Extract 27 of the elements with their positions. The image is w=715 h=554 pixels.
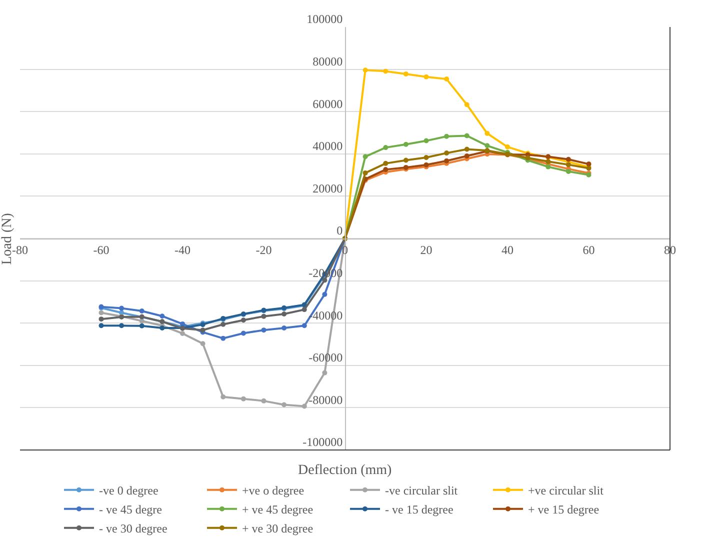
legend-label: - ve 15 degree	[385, 502, 454, 517]
x-tick-label: -20	[256, 242, 272, 257]
legend-label: -ve 0 degree	[99, 484, 158, 498]
y-tick-label: 60000	[312, 96, 343, 111]
legend-label: +ve circular slit	[528, 484, 604, 498]
legend-label: + ve 45 degree	[242, 502, 314, 517]
x-tick-label: -40	[174, 242, 190, 257]
y-tick-label: -60000	[308, 350, 343, 365]
y-tick-label: 0	[336, 224, 343, 238]
legend-label: - ve 45 degre	[99, 502, 162, 517]
y-tick-label: -80000	[308, 392, 343, 407]
x-axis-title: Deflection (mm)	[298, 463, 392, 478]
legend-label: -ve circular slit	[385, 484, 458, 498]
x-tick-label: 60	[582, 242, 595, 257]
legend-label: + ve 15 degree	[528, 502, 600, 517]
y-tick-label: 40000	[312, 139, 343, 154]
y-tick-label: -100000	[302, 435, 343, 450]
x-tick-label: 20	[420, 242, 432, 257]
y-tick-label: 80000	[312, 54, 343, 68]
legend-label: +ve o degree	[242, 484, 304, 498]
x-tick-label: -60	[93, 242, 110, 257]
y-tick-label: 20000	[312, 181, 343, 196]
y-tick-label: 100000	[306, 12, 343, 26]
x-tick-label: 40	[502, 242, 514, 257]
legend-label: - ve 30 degree	[99, 522, 168, 536]
x-tick-label: -80	[12, 242, 28, 257]
legend-label: + ve 30 degree	[242, 522, 314, 536]
